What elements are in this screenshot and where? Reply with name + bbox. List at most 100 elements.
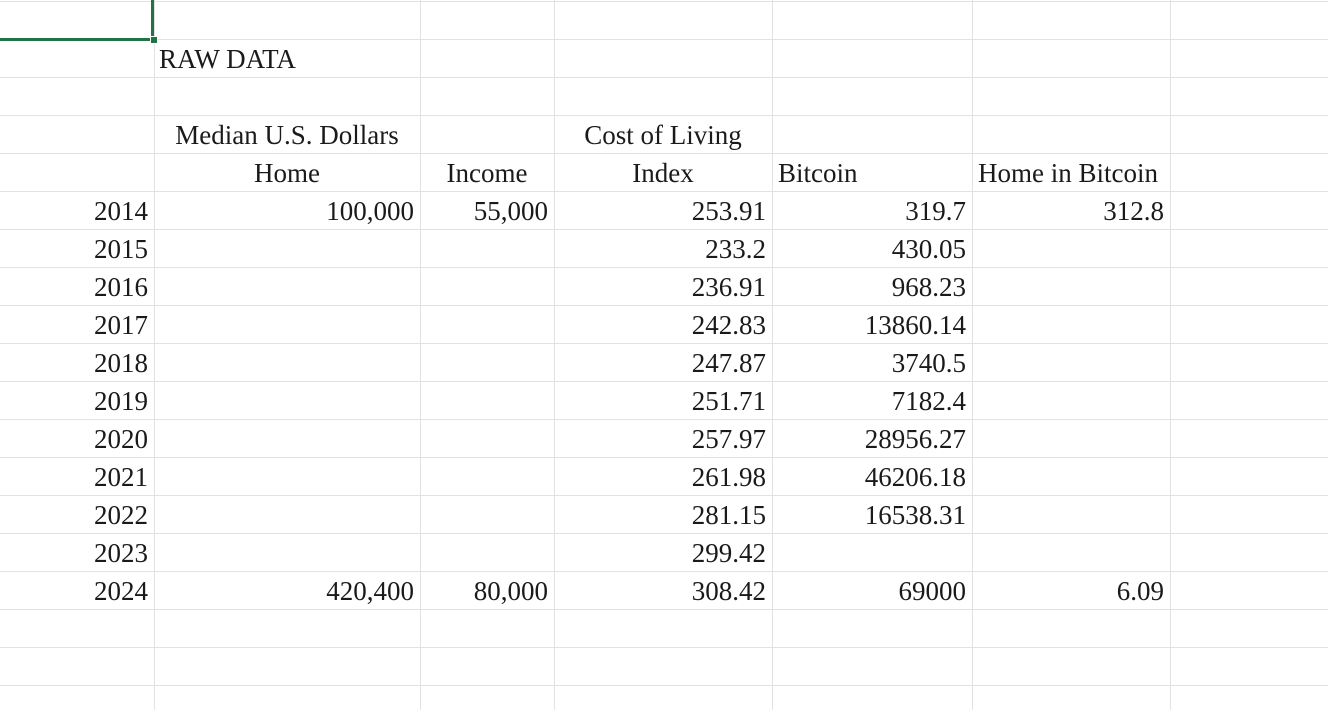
cell-year[interactable]: 2020 — [94, 424, 148, 454]
row-gridline — [0, 115, 1328, 116]
cell-year[interactable]: 2014 — [94, 196, 148, 226]
cell-year[interactable]: 2021 — [94, 462, 148, 492]
cell-index[interactable]: 299.42 — [691, 538, 766, 568]
cell-income[interactable] — [420, 382, 554, 420]
cell-year[interactable]: 2018 — [94, 348, 148, 378]
row-gridline — [0, 191, 1328, 192]
cell-income[interactable] — [420, 306, 554, 344]
cell-home[interactable] — [154, 344, 420, 382]
cell-index[interactable]: 308.42 — [691, 576, 766, 606]
row-gridline — [0, 609, 1328, 610]
header-bitcoin[interactable]: Bitcoin — [778, 158, 858, 188]
cell-income[interactable]: 55,000 — [473, 196, 548, 226]
row-gridline — [0, 343, 1328, 344]
row-gridline — [0, 685, 1328, 686]
cell-bitcoin[interactable] — [772, 534, 972, 572]
column-gridline — [1170, 0, 1171, 710]
row-gridline — [0, 39, 1328, 40]
column-gridline — [972, 0, 973, 710]
cell-income[interactable]: 80,000 — [473, 576, 548, 606]
cell-home[interactable] — [154, 230, 420, 268]
header-home-in-bitcoin[interactable]: Home in Bitcoin — [978, 158, 1158, 188]
cell-bitcoin[interactable]: 46206.18 — [864, 462, 966, 492]
cell-index[interactable]: 261.98 — [691, 462, 766, 492]
cell-income[interactable] — [420, 534, 554, 572]
cell-year[interactable]: 2022 — [94, 500, 148, 530]
row-gridline — [0, 267, 1328, 268]
cell-home-in-bitcoin[interactable] — [972, 382, 1170, 420]
cell-index[interactable]: 281.15 — [691, 500, 766, 530]
cell-home-in-bitcoin[interactable] — [972, 344, 1170, 382]
active-cell-selection[interactable] — [0, 0, 154, 41]
cell-year[interactable]: 2015 — [94, 234, 148, 264]
cell-bitcoin[interactable]: 3740.5 — [891, 348, 966, 378]
row-gridline — [0, 495, 1328, 496]
cell-index[interactable]: 257.97 — [691, 424, 766, 454]
row-gridline — [0, 153, 1328, 154]
cell-home-in-bitcoin[interactable] — [972, 458, 1170, 496]
cell-home[interactable] — [154, 268, 420, 306]
row-gridline — [0, 77, 1328, 78]
row-gridline — [0, 571, 1328, 572]
cell-bitcoin[interactable]: 7182.4 — [891, 386, 966, 416]
cell-index[interactable]: 233.2 — [705, 234, 766, 264]
header-median-usd[interactable]: Median U.S. Dollars — [175, 120, 399, 150]
row-gridline — [0, 419, 1328, 420]
cell-bitcoin[interactable]: 13860.14 — [864, 310, 966, 340]
header-home[interactable]: Home — [254, 158, 320, 188]
cell-home[interactable] — [154, 496, 420, 534]
cell-home-in-bitcoin[interactable] — [972, 306, 1170, 344]
cell-home-in-bitcoin[interactable] — [972, 534, 1170, 572]
cell-bitcoin[interactable]: 319.7 — [905, 196, 966, 226]
column-gridline — [420, 0, 421, 710]
cell-index[interactable]: 236.91 — [691, 272, 766, 302]
cell-bitcoin[interactable]: 430.05 — [891, 234, 966, 264]
cell-year[interactable]: 2023 — [94, 538, 148, 568]
cell-year[interactable]: 2024 — [94, 576, 148, 606]
cell-home[interactable]: 420,400 — [326, 576, 414, 606]
cell-home-in-bitcoin[interactable]: 312.8 — [1103, 196, 1164, 226]
cell-index[interactable]: 253.91 — [691, 196, 766, 226]
cell-home[interactable] — [154, 420, 420, 458]
cell-home[interactable] — [154, 458, 420, 496]
cell-bitcoin[interactable]: 16538.31 — [864, 500, 966, 530]
column-gridline — [772, 0, 773, 710]
cell-index[interactable]: 242.83 — [691, 310, 766, 340]
row-gridline — [0, 381, 1328, 382]
cell-income[interactable] — [420, 268, 554, 306]
cell-income[interactable] — [420, 496, 554, 534]
cell-home[interactable] — [154, 306, 420, 344]
cell-home-in-bitcoin[interactable] — [972, 268, 1170, 306]
row-gridline — [0, 305, 1328, 306]
fill-handle[interactable] — [150, 36, 158, 44]
header-cost-of-living[interactable]: Cost of Living — [584, 120, 742, 150]
column-gridline — [154, 0, 155, 710]
cell-income[interactable] — [420, 458, 554, 496]
cell-year[interactable]: 2017 — [94, 310, 148, 340]
cell-year[interactable]: 2019 — [94, 386, 148, 416]
header-income[interactable]: Income — [446, 158, 528, 188]
row-gridline — [0, 457, 1328, 458]
cell-home-in-bitcoin[interactable] — [972, 230, 1170, 268]
cell-raw-data-title[interactable]: RAW DATA — [159, 44, 296, 74]
cell-year[interactable]: 2016 — [94, 272, 148, 302]
cell-bitcoin[interactable]: 968.23 — [891, 272, 966, 302]
row-gridline — [0, 647, 1328, 648]
column-gridline — [554, 0, 555, 710]
cell-bitcoin[interactable]: 28956.27 — [864, 424, 966, 454]
cell-home[interactable] — [154, 534, 420, 572]
cell-income[interactable] — [420, 344, 554, 382]
cell-income[interactable] — [420, 420, 554, 458]
cell-index[interactable]: 251.71 — [691, 386, 766, 416]
cell-home-in-bitcoin[interactable]: 6.09 — [1116, 576, 1164, 606]
header-index[interactable]: Index — [632, 158, 694, 188]
cell-home[interactable]: 100,000 — [326, 196, 414, 226]
cell-home-in-bitcoin[interactable] — [972, 420, 1170, 458]
cell-index[interactable]: 247.87 — [691, 348, 766, 378]
cell-home[interactable] — [154, 382, 420, 420]
cell-home-in-bitcoin[interactable] — [972, 496, 1170, 534]
row-gridline — [0, 1, 1328, 2]
cell-income[interactable] — [420, 230, 554, 268]
cell-bitcoin[interactable]: 69000 — [898, 576, 967, 606]
